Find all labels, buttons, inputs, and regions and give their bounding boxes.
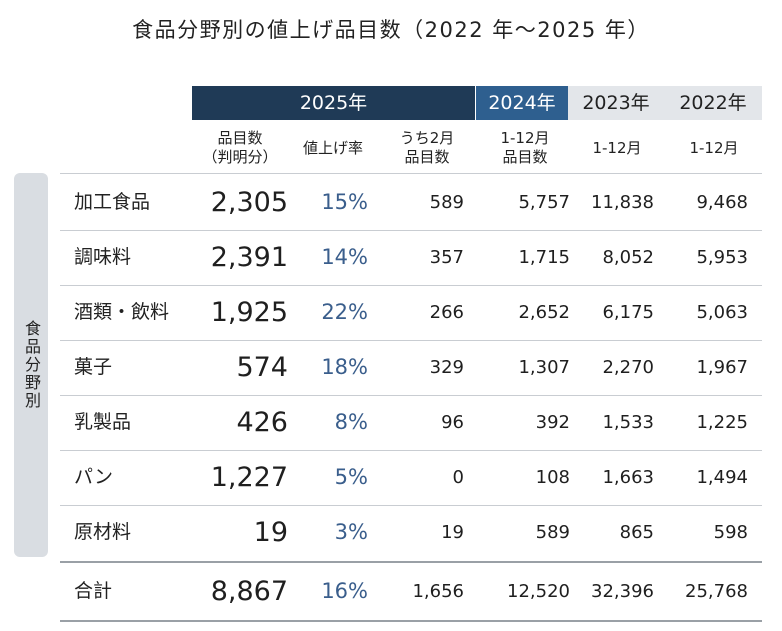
row-y2022-cell: 1,494 [696, 467, 748, 488]
row-divider [60, 561, 762, 563]
row-divider [60, 505, 762, 506]
subheader-count: 品目数 （判明分） [202, 129, 278, 166]
subheader-rate: 値上げ率 [302, 138, 363, 157]
header-2025: 2025年 [192, 86, 475, 120]
row-y2023-cell: 6,175 [602, 302, 654, 323]
subheader-feb: うち2月 品目数 [399, 129, 455, 166]
row-feb-cell: 96 [441, 412, 464, 433]
row-count-cell: 1,925 [210, 297, 288, 328]
chart-title: 食品分野別の値上げ品目数（2022 年～2025 年） [132, 18, 650, 42]
total-y2024-cell: 12,520 [507, 581, 570, 602]
row-count-cell: 1,227 [210, 462, 288, 493]
row-divider [60, 450, 762, 451]
row-feb-cell: 266 [429, 302, 464, 323]
subheader-2024: 1-12月 品目数 [500, 129, 550, 166]
total-feb-cell: 1,656 [412, 581, 464, 602]
total-rate-cell: 16% [321, 579, 368, 603]
header-2023: 2023年 [568, 86, 664, 120]
row-divider [60, 620, 762, 622]
row-group-label: 食品分野別 [14, 173, 48, 557]
row-y2024-cell: 108 [535, 467, 570, 488]
row-rate-cell: 3% [334, 520, 368, 544]
row-count-cell: 574 [236, 352, 288, 383]
row-rate-cell: 15% [321, 190, 368, 214]
total-category-cell: 合計 [74, 580, 113, 602]
row-y2022-cell: 5,063 [696, 302, 748, 323]
row-rate-cell: 18% [321, 355, 368, 379]
row-y2022-cell: 1,225 [696, 412, 748, 433]
row-category-cell: パン [74, 466, 113, 488]
total-y2022-cell: 25,768 [685, 581, 748, 602]
header-2022: 2022年 [664, 86, 762, 120]
row-y2022-cell: 5,953 [696, 247, 748, 268]
row-category-cell: 調味料 [74, 246, 132, 268]
row-feb-cell: 357 [429, 247, 464, 268]
row-feb-cell: 589 [429, 192, 464, 213]
row-rate-cell: 5% [334, 465, 368, 489]
header-2024: 2024年 [476, 86, 568, 120]
total-count-cell: 8,867 [210, 576, 288, 607]
row-y2024-cell: 589 [535, 522, 570, 543]
row-category-cell: 酒類・飲料 [74, 301, 170, 323]
row-y2024-cell: 5,757 [518, 192, 570, 213]
row-feb-cell: 329 [429, 357, 464, 378]
subheader-2023: 1-12月 [592, 138, 642, 157]
row-divider [60, 285, 762, 286]
row-y2023-cell: 8,052 [602, 247, 654, 268]
row-feb-cell: 19 [441, 522, 464, 543]
row-y2024-cell: 1,715 [518, 247, 570, 268]
total-y2023-cell: 32,396 [591, 581, 654, 602]
row-category-cell: 加工食品 [74, 191, 151, 213]
row-divider [60, 340, 762, 341]
row-y2023-cell: 1,663 [602, 467, 654, 488]
row-count-cell: 2,391 [210, 242, 288, 273]
row-y2023-cell: 11,838 [591, 192, 654, 213]
row-count-cell: 19 [253, 517, 288, 548]
row-count-cell: 2,305 [210, 187, 288, 218]
row-y2024-cell: 2,652 [518, 302, 570, 323]
row-y2024-cell: 392 [535, 412, 570, 433]
row-feb-cell: 0 [452, 467, 464, 488]
row-y2023-cell: 2,270 [602, 357, 654, 378]
row-category-cell: 菓子 [74, 356, 113, 378]
row-y2024-cell: 1,307 [518, 357, 570, 378]
row-count-cell: 426 [236, 407, 288, 438]
row-y2023-cell: 865 [619, 522, 654, 543]
row-rate-cell: 14% [321, 245, 368, 269]
row-category-cell: 乳製品 [74, 411, 132, 433]
row-divider [60, 395, 762, 396]
row-divider [60, 173, 762, 174]
row-y2022-cell: 1,967 [696, 357, 748, 378]
row-divider [60, 230, 762, 231]
row-rate-cell: 8% [334, 410, 368, 434]
row-group-label-text: 食品分野別 [22, 320, 41, 410]
row-y2022-cell: 598 [713, 522, 748, 543]
row-y2022-cell: 9,468 [696, 192, 748, 213]
row-category-cell: 原材料 [74, 521, 132, 543]
row-y2023-cell: 1,533 [602, 412, 654, 433]
row-rate-cell: 22% [321, 300, 368, 324]
subheader-2022: 1-12月 [689, 138, 739, 157]
